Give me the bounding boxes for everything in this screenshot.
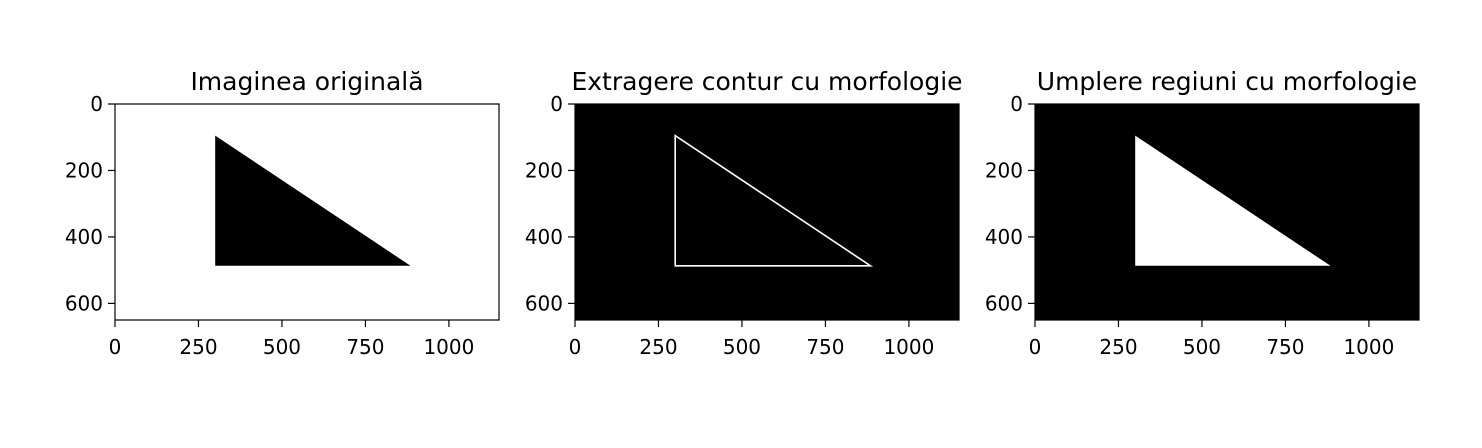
x-tick-label: 500 (723, 335, 761, 359)
x-tick-label: 250 (1099, 335, 1137, 359)
x-tick-label: 750 (1266, 335, 1304, 359)
triangle-shape (1135, 135, 1331, 266)
y-tick-label: 200 (525, 158, 563, 182)
y-tick-label: 600 (65, 291, 103, 315)
x-tick-label: 1000 (883, 335, 934, 359)
x-tick-label: 500 (263, 335, 301, 359)
y-tick-label: 400 (525, 225, 563, 249)
y-tick-label: 400 (985, 225, 1023, 249)
panel-1: Imaginea originală 0 250 500 750 1000 0 200 400 6… (65, 67, 500, 359)
x-tick-label: 0 (569, 335, 582, 359)
y-tick-label: 400 (65, 225, 103, 249)
y-tick-label: 200 (65, 158, 103, 182)
y-tick-label: 0 (1010, 92, 1023, 116)
x-tick-label: 750 (806, 335, 844, 359)
y-tick-label: 600 (985, 291, 1023, 315)
triangle-shape (674, 134, 874, 267)
y-tick-label: 0 (90, 92, 103, 116)
panel-title: Extragere contur cu morfologie (571, 67, 962, 96)
x-tick-label: 500 (1183, 335, 1221, 359)
x-tick-label: 0 (109, 335, 122, 359)
x-tick-label: 250 (639, 335, 677, 359)
panel-title: Imaginea originală (190, 67, 423, 96)
axes-frame (1034, 103, 1420, 321)
x-tick-label: 0 (1029, 335, 1042, 359)
x-tick-label: 750 (346, 335, 384, 359)
axes-frame (574, 103, 960, 321)
panel-title: Umplere regiuni cu morfologie (1037, 67, 1417, 96)
y-tick-label: 0 (550, 92, 563, 116)
axes-frame (114, 103, 500, 321)
y-tick-label: 200 (985, 158, 1023, 182)
panel-2: Extragere contur cu morfologie 0 250 500 750… (525, 67, 963, 359)
panel-3: Umplere regiuni cu morfologie 0 250 500 750 1… (985, 67, 1420, 359)
x-tick-label: 250 (179, 335, 217, 359)
image-background (575, 104, 959, 320)
y-tick-label: 600 (525, 291, 563, 315)
triangle-shape (215, 135, 411, 266)
x-tick-label: 1000 (1343, 335, 1394, 359)
x-tick-label: 1000 (423, 335, 474, 359)
